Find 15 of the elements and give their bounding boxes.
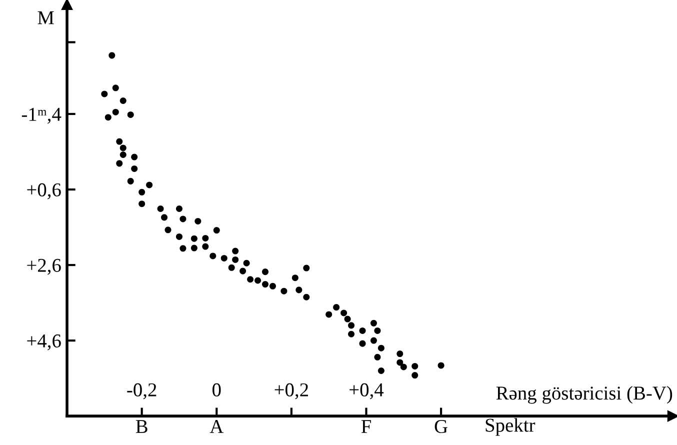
- y-tick-label: +4,6: [27, 334, 61, 350]
- x-tick-label: 0: [212, 383, 221, 396]
- text: F: [361, 420, 371, 433]
- y-tick-label: +2,6: [27, 258, 61, 275]
- x-tick-label: +0,4: [350, 383, 384, 400]
- y-tick-label: +0,6: [27, 183, 61, 200]
- text: Spektr: [486, 418, 536, 436]
- x-tick-label: +0,2: [274, 383, 308, 400]
- text: B: [136, 420, 148, 433]
- x-axis-title: Rəng göstəricisi (B-V): [496, 386, 672, 404]
- y-tick-label: -1ᵐ,4: [22, 108, 62, 124]
- text: A: [210, 420, 224, 433]
- y-axis-title: M: [38, 11, 54, 24]
- x-tick-label: -0,2: [127, 383, 156, 400]
- text: G: [434, 420, 448, 434]
